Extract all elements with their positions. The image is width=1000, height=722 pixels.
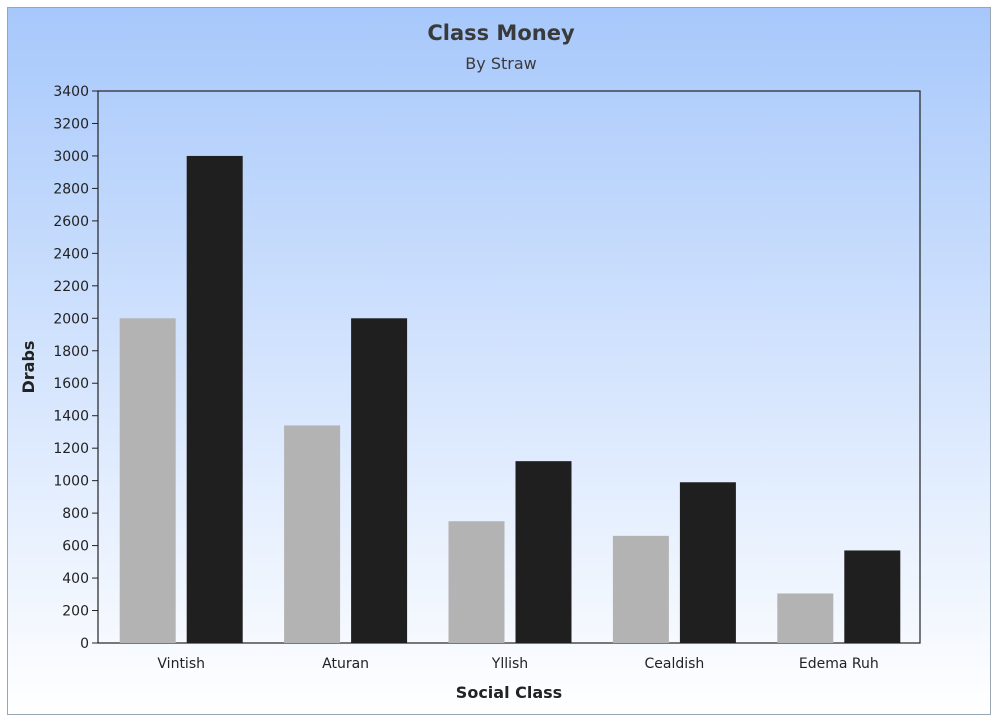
y-tick-label: 2400	[53, 246, 89, 262]
bar	[515, 461, 572, 643]
bar	[844, 550, 901, 643]
bar	[351, 318, 408, 643]
y-tick-label: 0	[80, 636, 89, 652]
bars-group	[119, 155, 901, 644]
bar	[679, 482, 736, 643]
y-tick-label: 2200	[53, 279, 89, 295]
bar	[777, 593, 834, 643]
x-tick-label: Edema Ruh	[799, 656, 879, 672]
y-axis-label: Drabs	[19, 341, 38, 394]
y-tick-label: 400	[62, 571, 89, 587]
x-axis-label: Social Class	[456, 683, 562, 702]
x-tick-label: Yllish	[491, 656, 528, 672]
bar	[186, 155, 243, 644]
y-tick-label: 2600	[53, 214, 89, 230]
y-tick-label: 1200	[53, 441, 89, 457]
y-tick-label: 200	[62, 604, 89, 620]
y-tick-label: 3000	[53, 149, 89, 165]
y-tick-label: 1400	[53, 409, 89, 425]
y-tick-label: 1800	[53, 344, 89, 360]
y-tick-label: 800	[62, 506, 89, 522]
bar	[284, 425, 341, 643]
plot-area	[97, 90, 921, 644]
y-tick-label: 1000	[53, 474, 89, 490]
bar	[448, 521, 505, 643]
x-tick-label: Cealdish	[644, 656, 704, 672]
y-axis-ticks: 0 200 400 600 800 1000 1200 1400 1600 1800 2000 220…	[53, 84, 98, 652]
bar	[119, 318, 176, 643]
y-tick-label: 1600	[53, 376, 89, 392]
chart-title: Class Money	[427, 21, 575, 45]
y-tick-label: 2800	[53, 181, 89, 197]
y-tick-label: 600	[62, 539, 89, 555]
x-axis-ticks: Vintish Aturan Yllish Cealdish Edema Ruh	[157, 656, 878, 672]
x-tick-label: Aturan	[322, 656, 369, 672]
x-tick-label: Vintish	[157, 656, 205, 672]
y-tick-label: 3400	[53, 84, 89, 100]
y-tick-label: 2000	[53, 311, 89, 327]
chart-subtitle: By Straw	[465, 54, 536, 73]
y-tick-label: 3200	[53, 116, 89, 132]
bar	[612, 535, 669, 643]
